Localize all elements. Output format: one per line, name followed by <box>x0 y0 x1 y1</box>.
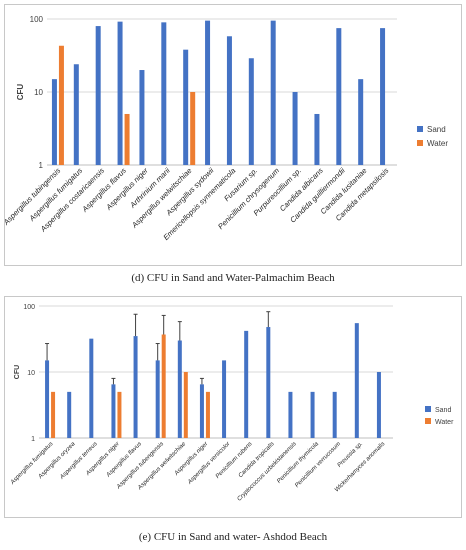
bar-sand-6 <box>155 360 160 438</box>
bar-water-7 <box>183 372 188 438</box>
y-tick-label: 10 <box>27 370 35 377</box>
x-tick-label: Aspergillus terreus <box>59 441 99 481</box>
y-axis-label: CFU <box>16 84 25 101</box>
bar-sand-9 <box>226 36 232 165</box>
bar-sand-1 <box>45 360 50 438</box>
chart-caption: (d) CFU in Sand and Water-Palmachim Beac… <box>131 272 335 284</box>
chart-caption: (e) CFU in Sand and water- Ashdod Beach <box>138 531 328 543</box>
legend-label-water: Water <box>427 139 448 148</box>
bar-sand-16 <box>376 372 381 438</box>
bar-sand-3 <box>89 338 94 438</box>
bar-sand-1 <box>51 79 57 165</box>
y-tick-label: 1 <box>31 436 35 443</box>
bar-water-1 <box>58 45 64 165</box>
bar-water-6 <box>161 334 166 438</box>
bar-sand-7 <box>177 340 182 438</box>
bar-sand-4 <box>111 384 116 438</box>
x-tick-label: Aspergillus versicolor <box>186 440 232 486</box>
chart-frame: 1 10 100 CFU Aspergillus tubingensis Aspergil… <box>1 4 462 266</box>
bar-sand-6 <box>161 22 167 165</box>
x-tick-label: Penicillium thymicola <box>276 441 320 485</box>
x-tick-label: Aspergillus fumigatus <box>9 441 54 486</box>
y-tick-label: 100 <box>23 304 35 311</box>
bar-sand-10 <box>244 330 249 438</box>
chart-frame: 1 10 100 CFU Aspergillus fumigatus Aspergillu… <box>4 296 462 518</box>
legend-label-sand: Sand <box>427 125 446 134</box>
legend-swatch-sand <box>417 126 423 132</box>
bar-sand-14 <box>332 391 337 438</box>
bar-sand-9 <box>222 360 227 438</box>
y-tick-label: 10 <box>34 88 43 97</box>
bar-sand-14 <box>336 28 342 165</box>
bar-sand-5 <box>139 70 145 165</box>
chart-panel-palmachim: 1 10 100 CFU Aspergillus tubingensis Aspergil… <box>1 4 462 284</box>
bar-sand-13 <box>314 113 320 165</box>
x-tick-label: Penicillium verrucosum <box>294 441 342 489</box>
bar-sand-7 <box>183 49 189 165</box>
bar-water-8 <box>205 391 210 438</box>
bar-water-7 <box>190 92 196 165</box>
bar-sand-8 <box>205 20 211 166</box>
legend-swatch-water <box>425 418 431 424</box>
bar-sand-12 <box>292 92 298 165</box>
bar-sand-10 <box>248 58 254 165</box>
legend-swatch-water <box>417 140 423 146</box>
bar-sand-15 <box>358 79 364 165</box>
legend-label-sand: Sand <box>435 407 451 414</box>
bar-sand-16 <box>380 28 386 165</box>
y-tick-label: 100 <box>30 15 44 24</box>
bar-sand-2 <box>73 64 79 165</box>
bar-sand-4 <box>117 21 123 165</box>
y-tick-label: 1 <box>39 161 44 170</box>
bar-sand-8 <box>199 384 204 438</box>
bar-sand-3 <box>95 26 101 165</box>
y-axis-label: CFU <box>14 365 21 379</box>
legend-swatch-sand <box>425 406 431 412</box>
x-tick-label: Aspergillus oryzea <box>37 441 77 481</box>
bar-sand-15 <box>354 323 359 438</box>
bar-sand-2 <box>67 391 72 438</box>
bar-sand-11 <box>270 20 276 166</box>
bar-water-4 <box>124 113 130 165</box>
legend-label-water: Water <box>435 419 454 426</box>
bar-sand-12 <box>288 391 293 438</box>
chart-panel-ashdod: 1 10 100 CFU Aspergillus fumigatus Aspergillu… <box>0 292 466 550</box>
bar-water-1 <box>51 391 56 438</box>
bar-water-4 <box>117 391 122 438</box>
bar-sand-13 <box>310 391 315 438</box>
bar-sand-11 <box>266 327 271 438</box>
bar-sand-5 <box>133 336 138 438</box>
